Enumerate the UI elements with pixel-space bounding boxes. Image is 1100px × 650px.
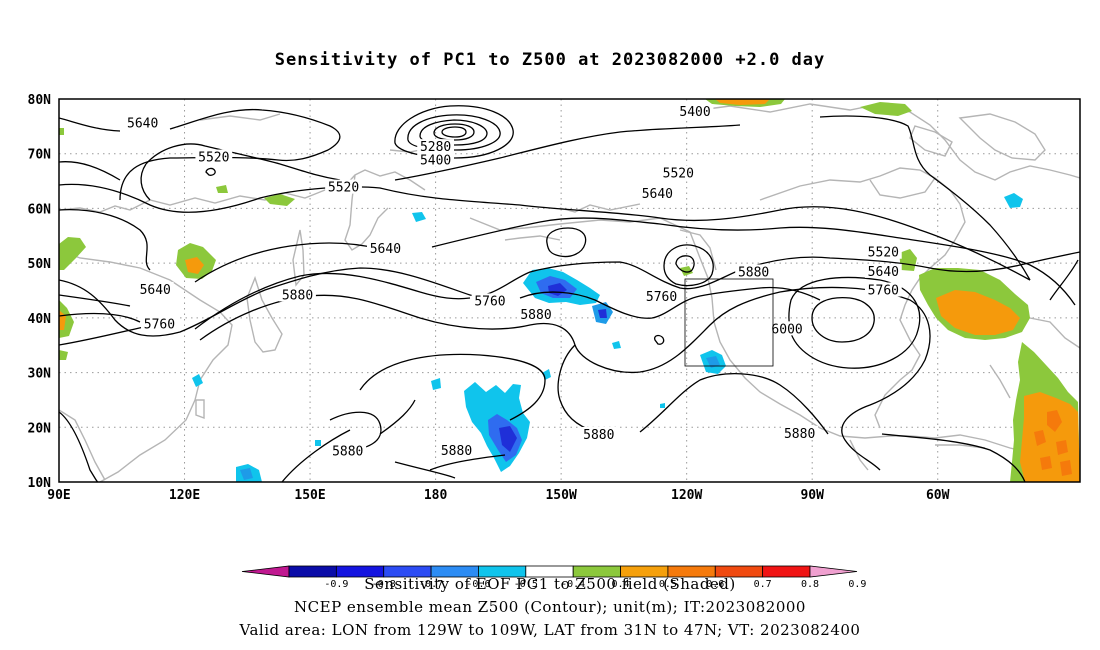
contour-label-bg [329,443,367,458]
lon-label: 90W [800,488,824,503]
lon-label: 120W [671,488,702,503]
contour-label: 5640 [642,187,673,202]
contour-label-bg [676,104,714,119]
contour-label: 5640 [370,242,401,257]
lat-label: 10N [28,476,52,491]
contour-label-bg [659,165,697,180]
contour-label: 5400 [679,105,710,120]
contour-label-bg [417,139,454,154]
footer-line-1: Sensitivity of EOF PC1 to Z500 field (Sh… [364,575,736,593]
contour-label-bg [325,179,362,194]
coastlines [59,103,1080,482]
contour-label-bg [643,289,680,304]
contour-label-bg [471,293,509,308]
colorbar-tick-label: 0.6 [706,579,724,590]
latitude-labels: 80N 70N 60N 50N 40N 30N 20N 10N [28,93,52,491]
lat-label: 70N [28,148,52,163]
colorbar-tick-label: 0.5 [659,579,677,590]
contour-label: 5880 [282,288,313,303]
contour-label-bg [136,281,174,296]
footer-line-2: NCEP ensemble mean Z500 (Contour); unit(… [294,598,806,616]
colorbar-end-right [809,565,858,578]
lon-label: 120E [169,488,200,503]
lon-label: 90E [47,488,70,503]
contour-label-bg [517,307,555,322]
chart-title: Sensitivity of PC1 to Z500 at 2023082000… [274,50,826,70]
lon-label: 150E [294,488,325,503]
colorbar-tick-label: 0.7 [754,579,772,590]
contour-label-bg [781,425,819,440]
contour-label: 5520 [868,246,899,261]
longitude-labels: 90E 120E 150E 180 150W 120W 90W 60W [47,488,949,503]
contour-label: 5520 [198,151,229,166]
contour-label: 5880 [332,444,363,459]
sensitivity-shading [59,99,1080,482]
contour-label-bg [279,287,316,302]
contour-label: 5760 [474,294,505,309]
contour-label: 5640 [868,265,899,280]
lat-label: 50N [28,257,52,272]
contour-label: 5280 [420,140,451,155]
contour-label-bg [366,240,404,255]
lat-label: 20N [28,421,52,436]
contour-label: 5880 [583,428,614,443]
contour-label: 5880 [738,265,769,280]
valid-area-box [684,278,774,367]
lon-label: 60W [926,488,950,503]
colorbar-tick-label: 0.8 [801,579,819,590]
colorbar-tick-label: -0.6 [466,579,490,590]
contour-label: 5520 [328,181,359,196]
colorbar-tick-label: -0.8 [372,579,396,590]
contour-label-bg [768,321,806,336]
colorbar: -0.9 -0.8 -0.7 -0.6 -0.5 -0.4 0.4 0.5 0.6 0.7 0.8 0… [241,565,866,590]
contour-label-bg [864,282,902,297]
contour-label: 5880 [520,308,551,323]
contour-label: 5640 [140,283,171,298]
colorbar-tick-label: -0.9 [324,579,348,590]
contour-label-bg [195,149,233,164]
lon-label: 150W [545,488,576,503]
contour-label: 5880 [784,427,815,442]
colorbar-tick-label: 0.9 [848,579,866,590]
colorbar-tick-label: -0.5 [514,579,538,590]
contour-label-bg [141,316,178,331]
contour-label-bg [580,426,618,441]
contour-label-bg [438,442,475,457]
contour-label-bg [864,263,902,278]
lon-label: 180 [424,488,448,503]
contour-label: 5640 [127,117,158,132]
contour-label-bg [864,244,902,259]
lat-label: 60N [28,202,52,217]
lat-label: 30N [28,367,52,382]
contour-label: 5520 [663,166,694,181]
z500-contours [59,105,1080,482]
contour-label-bg [124,115,162,130]
colorbar-tick-label: -0.7 [419,579,443,590]
contour-label: 6000 [771,322,802,337]
footer-line-3: Valid area: LON from 129W to 109W, LAT f… [239,621,861,639]
contour-label: 5880 [441,444,472,459]
contour-label-bg [735,264,773,279]
lat-label: 80N [28,93,52,108]
map-gridlines [59,99,1080,482]
map-frame [58,98,1081,483]
contour-label-bg [638,186,676,201]
lat-label: 40N [28,312,52,327]
contour-label: 5760 [868,284,899,299]
colorbar-tick-label: -0.4 [561,579,585,590]
contour-label: 5760 [144,317,175,332]
colorbar-tick-label: 0.4 [612,579,630,590]
contour-label: 5760 [646,290,677,305]
contour-label-bg [417,152,454,167]
contour-label: 5400 [420,153,451,168]
